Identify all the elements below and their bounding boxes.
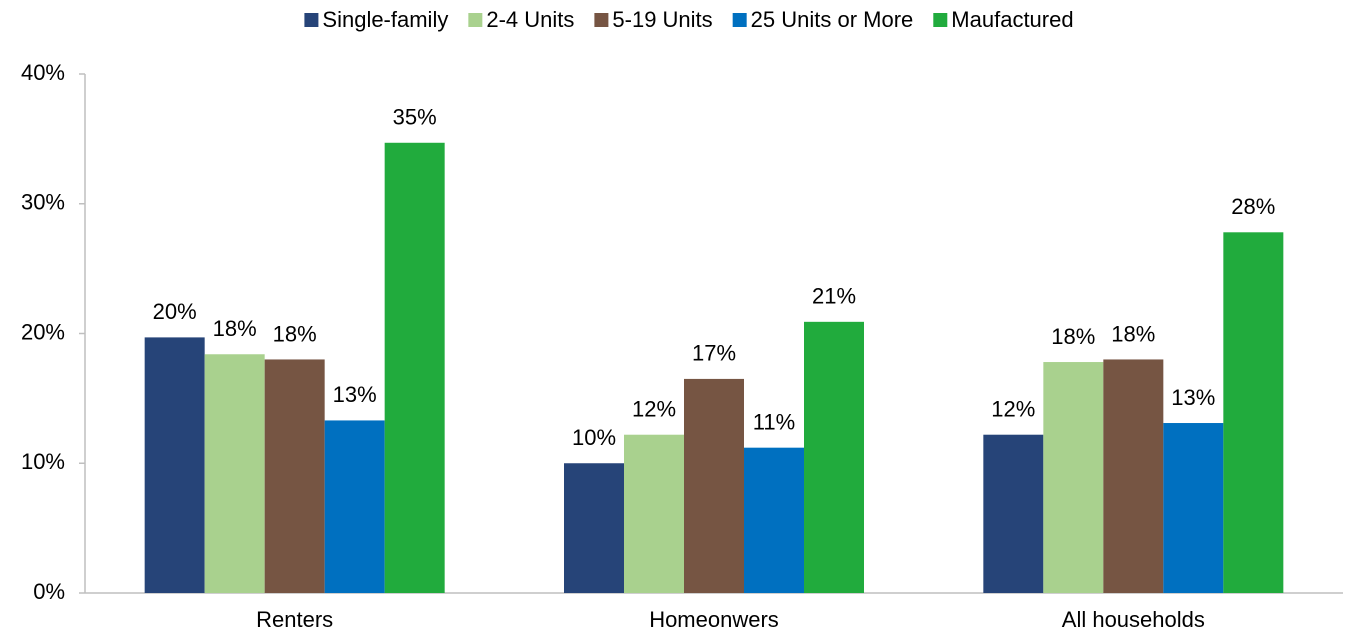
legend-swatch — [594, 13, 609, 27]
x-tick-label: Renters — [256, 607, 333, 632]
value-label: 21% — [812, 284, 856, 309]
value-label: 18% — [1051, 324, 1095, 349]
legend-swatch — [468, 13, 483, 27]
bar — [384, 142, 445, 593]
y-tick-label: 20% — [21, 319, 65, 344]
bar — [744, 447, 804, 593]
value-label: 18% — [1111, 321, 1155, 346]
bar — [204, 354, 265, 593]
legend-label: Maufactured — [951, 7, 1073, 32]
value-label: 17% — [692, 341, 736, 366]
legend-swatch — [732, 13, 747, 27]
bar — [324, 420, 385, 593]
value-label: 20% — [153, 299, 197, 324]
legend-swatch — [933, 13, 948, 27]
legend-label: 25 Units or More — [751, 7, 914, 32]
value-label: 13% — [1171, 385, 1215, 410]
bar — [684, 378, 744, 593]
bar — [1103, 359, 1164, 593]
legend-label: Single-family — [322, 7, 448, 32]
legend-label: 2-4 Units — [486, 7, 574, 32]
value-label: 35% — [393, 105, 437, 130]
bar — [983, 434, 1044, 593]
legend-swatch — [304, 13, 319, 27]
bar — [1163, 423, 1224, 593]
value-label: 12% — [991, 397, 1035, 422]
bar — [804, 321, 864, 593]
value-label: 12% — [632, 397, 676, 422]
value-label: 28% — [1231, 194, 1275, 219]
value-label: 10% — [572, 425, 616, 450]
bar — [1043, 362, 1104, 593]
value-label: 18% — [273, 321, 317, 346]
y-tick-label: 0% — [33, 579, 65, 604]
bar — [144, 337, 205, 593]
y-tick-label: 40% — [21, 60, 65, 85]
x-tick-label: All households — [1062, 607, 1205, 632]
bar — [564, 463, 624, 593]
legend-label: 5-19 Units — [612, 7, 712, 32]
value-label: 11% — [753, 409, 795, 434]
bar — [264, 359, 325, 593]
y-tick-label: 30% — [21, 190, 65, 215]
x-tick-label: Homeonwers — [649, 607, 779, 632]
bar — [1223, 232, 1284, 594]
value-label: 18% — [213, 316, 257, 341]
bar — [624, 434, 684, 593]
y-tick-label: 10% — [21, 449, 65, 474]
value-label: 13% — [333, 382, 377, 407]
